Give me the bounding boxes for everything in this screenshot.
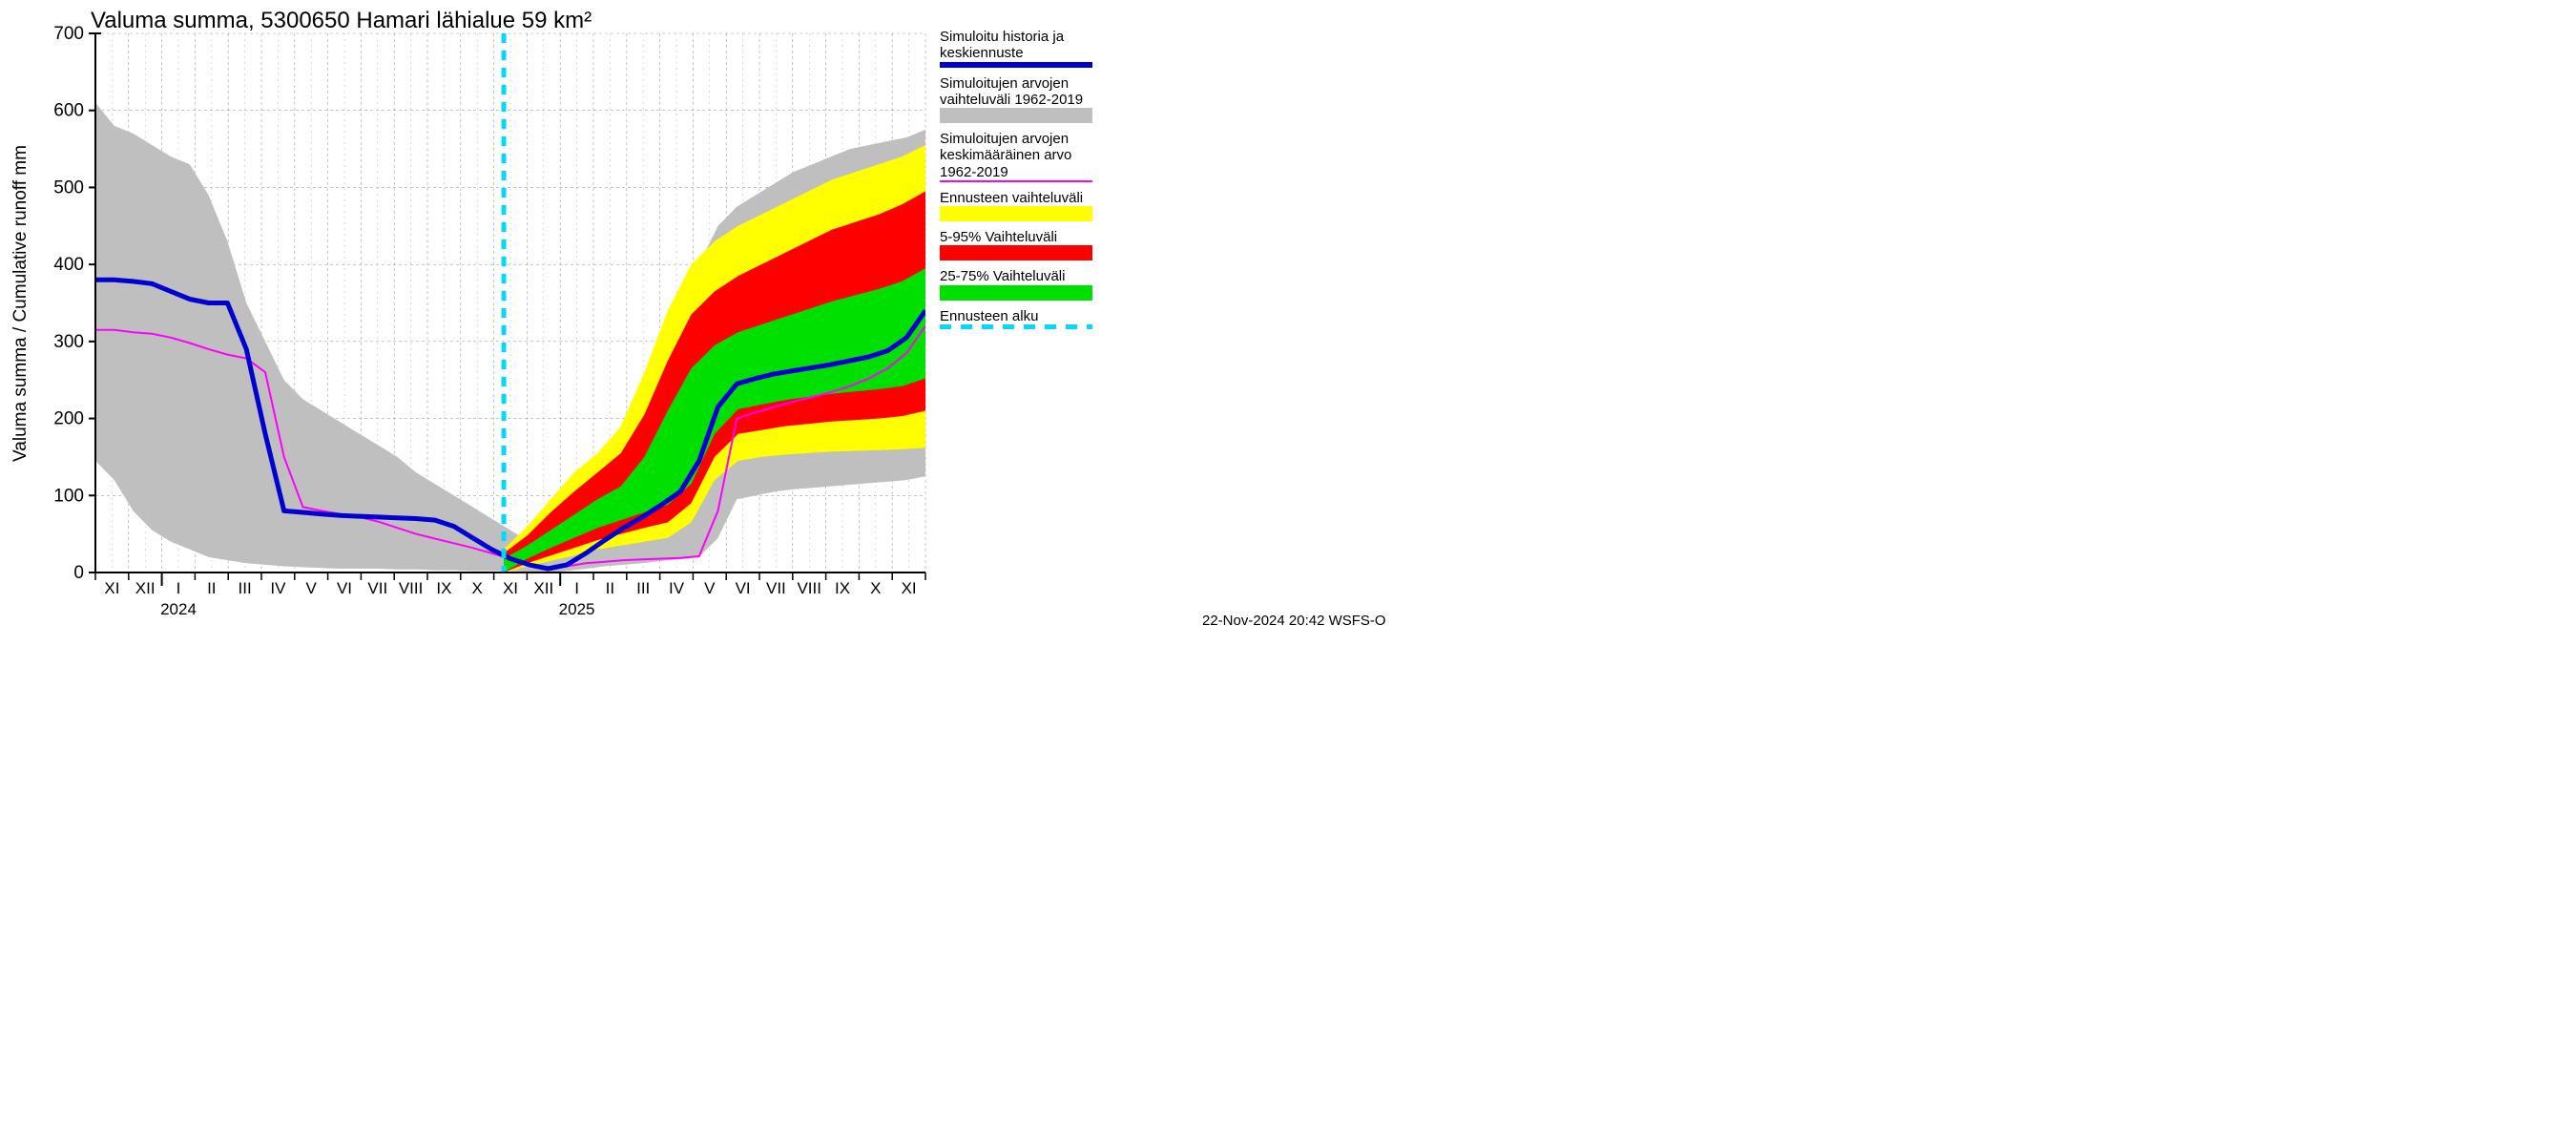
svg-text:IV: IV [669,579,685,597]
svg-text:300: 300 [53,332,84,352]
svg-text:XI: XI [104,579,119,597]
svg-text:0: 0 [73,563,84,583]
svg-text:II: II [606,579,614,597]
legend-item: Ennusteen vaihteluväli [940,190,1092,221]
svg-text:II: II [207,579,216,597]
legend-label: Ennusteen vaihteluväli [940,190,1092,206]
svg-text:200: 200 [53,409,84,429]
legend-label: Simuloitujen arvojen [940,131,1092,147]
svg-text:X: X [870,579,881,597]
svg-text:700: 700 [53,24,84,44]
chart-title: Valuma summa, 5300650 Hamari lähialue 59… [91,8,592,34]
legend-swatch-band [940,108,1092,123]
legend-label: 5-95% Vaihteluväli [940,229,1092,245]
svg-text:VI: VI [337,579,352,597]
svg-text:IV: IV [270,579,286,597]
svg-text:XI: XI [503,579,518,597]
svg-text:VIII: VIII [797,579,821,597]
svg-text:2025: 2025 [559,600,595,618]
svg-text:V: V [704,579,716,597]
svg-text:VII: VII [766,579,786,597]
svg-text:400: 400 [53,255,84,275]
legend-label: 1962-2019 [940,164,1092,180]
svg-text:IX: IX [835,579,850,597]
chart-container: Valuma summa, 5300650 Hamari lähialue 59… [0,0,1431,636]
svg-text:XII: XII [135,579,156,597]
svg-text:2024: 2024 [160,600,197,618]
footer-timestamp: 22-Nov-2024 20:42 WSFS-O [1202,613,1386,629]
legend-swatch-line [940,180,1092,182]
y-axis-label: Valuma summa / Cumulative runoff mm [10,145,31,462]
svg-text:XI: XI [902,579,917,597]
svg-text:VII: VII [367,579,387,597]
svg-text:VIII: VIII [399,579,424,597]
svg-text:XII: XII [533,579,553,597]
legend-label: Simuloitu historia ja [940,29,1092,45]
legend-label: Simuloitujen arvojen [940,75,1092,92]
legend-label: vaihteluväli 1962-2019 [940,92,1092,108]
legend-item: 25-75% Vaihteluväli [940,268,1092,300]
svg-text:I: I [574,579,579,597]
legend-label: keskimääräinen arvo [940,147,1092,163]
legend-swatch-band [940,285,1092,301]
svg-text:X: X [472,579,483,597]
legend-label: 25-75% Vaihteluväli [940,268,1092,284]
chart-plot: 0100200300400500600700XIXIIIIIIIIIVVVIVI… [0,0,1431,636]
legend-label: keskiennuste [940,45,1092,61]
svg-text:IX: IX [436,579,451,597]
legend-swatch-band [940,245,1092,260]
svg-text:500: 500 [53,177,84,198]
legend: Simuloitu historia jakeskiennusteSimuloi… [940,29,1092,337]
legend-item: Ennusteen alku [940,308,1092,329]
svg-text:V: V [306,579,318,597]
svg-text:VI: VI [736,579,751,597]
legend-item: 5-95% Vaihteluväli [940,229,1092,260]
svg-text:100: 100 [53,486,84,506]
legend-item: Simuloitu historia jakeskiennuste [940,29,1092,68]
legend-label: Ennusteen alku [940,308,1092,324]
svg-text:I: I [177,579,181,597]
legend-item: Simuloitujen arvojenvaihteluväli 1962-20… [940,75,1092,124]
svg-text:III: III [239,579,252,597]
svg-text:600: 600 [53,101,84,121]
legend-swatch-line [940,62,1092,68]
svg-text:III: III [636,579,650,597]
legend-swatch-dash [940,324,1092,329]
legend-item: Simuloitujen arvojenkeskimääräinen arvo … [940,131,1092,182]
legend-swatch-band [940,206,1092,221]
